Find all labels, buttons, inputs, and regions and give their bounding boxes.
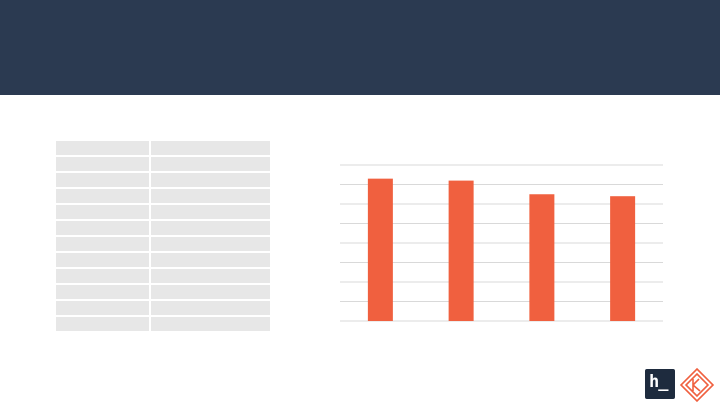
table-cell [56, 300, 151, 317]
table-row [56, 204, 270, 221]
table-row [56, 300, 270, 317]
bar [448, 180, 474, 321]
table-row [56, 236, 270, 253]
table-cell [56, 268, 151, 285]
bar [367, 178, 393, 321]
table-cell [150, 236, 270, 253]
table-cell [56, 188, 151, 205]
table-cell [56, 156, 151, 173]
table-cell [56, 284, 151, 301]
table-cell [150, 268, 270, 285]
table-cell [150, 156, 270, 173]
h-icon: h_ [645, 369, 675, 399]
table-cell [150, 141, 270, 157]
table-cell [56, 204, 151, 221]
table-row [56, 156, 270, 173]
table-cell [56, 220, 151, 237]
table-row [56, 268, 270, 285]
diamond-k-icon [679, 367, 715, 403]
table-cell [56, 236, 151, 253]
table-cell [150, 172, 270, 189]
table-cell [56, 172, 151, 189]
table-cell [150, 204, 270, 221]
table-row [56, 252, 270, 269]
table-cell [150, 252, 270, 269]
table-row [56, 284, 270, 301]
bar [610, 196, 636, 321]
table-cell [150, 284, 270, 301]
bar [529, 194, 555, 321]
table-cell [56, 252, 151, 269]
table-row [56, 316, 270, 333]
data-table [56, 141, 270, 333]
table-cell [150, 316, 270, 333]
bar-chart [340, 164, 663, 322]
table-row [56, 220, 270, 237]
table-row [56, 188, 270, 205]
table-cell [150, 220, 270, 237]
table-cell [56, 316, 151, 333]
table-cell [150, 300, 270, 317]
table-row [56, 172, 270, 189]
table-cell [150, 188, 270, 205]
h-icon-glyph: h_ [649, 372, 669, 392]
title-banner [0, 0, 720, 95]
table-cell [56, 141, 151, 157]
table-row [56, 141, 270, 157]
